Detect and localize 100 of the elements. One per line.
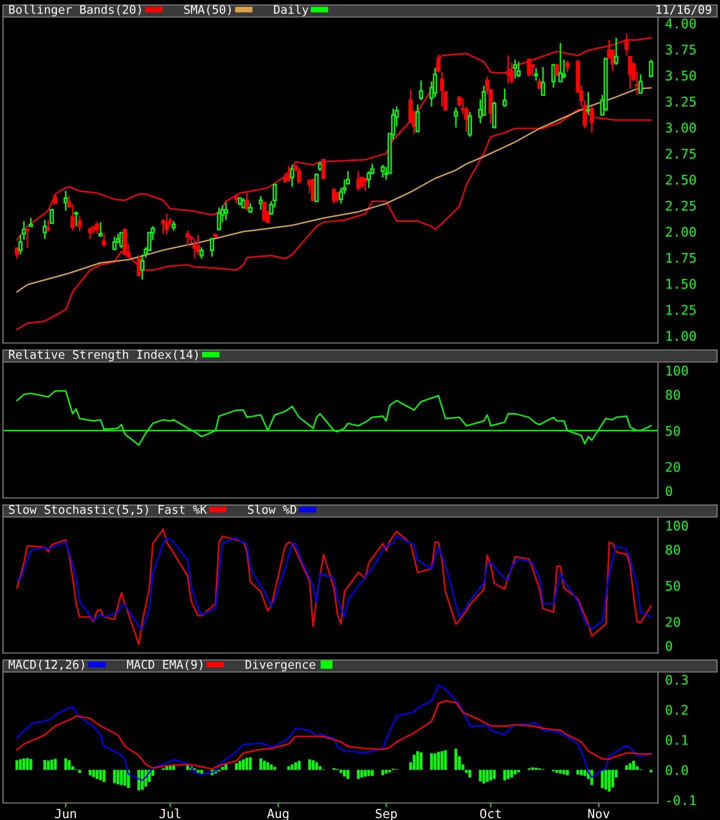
y-tick-label: 50 <box>666 426 680 436</box>
candlestick <box>436 54 441 72</box>
bar <box>68 760 71 770</box>
candlestick <box>628 56 632 90</box>
bar <box>235 763 238 770</box>
y-tick-label: 2.25 <box>666 200 696 211</box>
candlestick <box>380 164 385 178</box>
bar <box>412 754 416 770</box>
bar <box>583 770 586 776</box>
candlestick <box>332 187 336 204</box>
candlestick <box>534 67 538 82</box>
bar <box>308 759 311 770</box>
y-tick-label: 3.50 <box>666 70 696 81</box>
candlestick <box>551 63 556 89</box>
candlestick <box>468 111 472 138</box>
candlestick <box>648 59 654 78</box>
bar <box>113 770 116 784</box>
bar <box>381 770 384 776</box>
y-tick-label: 1.00 <box>666 330 696 341</box>
y-tick-label: 0.0 <box>666 765 688 776</box>
bar <box>64 758 68 770</box>
bar <box>221 766 224 770</box>
candlestick <box>78 215 82 232</box>
bar <box>96 770 98 779</box>
y-tick-label: 0.1 <box>666 735 688 745</box>
candlestick <box>136 254 141 276</box>
bar <box>29 759 32 770</box>
candlestick <box>363 178 368 192</box>
y-tick-label: 80 <box>666 544 680 555</box>
bar <box>434 753 436 770</box>
bar <box>238 760 242 770</box>
legend-label: MACD(12,26) <box>8 660 84 670</box>
legend-label: SMA(50) <box>184 4 231 16</box>
bar <box>367 770 370 776</box>
candlestick <box>610 50 615 72</box>
bar <box>416 751 419 770</box>
candlestick <box>140 254 144 280</box>
bar <box>318 766 322 770</box>
y-tick-label: 0 <box>666 486 672 496</box>
candlestick <box>216 206 222 232</box>
candlestick <box>290 164 294 188</box>
legend-label: Slow %D <box>248 504 296 514</box>
bar <box>16 760 18 770</box>
candlestick <box>297 167 302 184</box>
candlestick <box>540 66 546 96</box>
bar <box>26 758 29 770</box>
y-tick-label: 0 <box>666 641 672 652</box>
candlestick <box>258 195 263 210</box>
chart-title: Slow Stochastic(5,5) <box>9 504 148 516</box>
candlestick <box>554 64 560 78</box>
candlestick <box>102 232 106 247</box>
bar <box>116 770 120 784</box>
candlestick <box>416 104 420 132</box>
bar <box>356 770 360 779</box>
candlestick <box>440 72 444 108</box>
candlestick <box>42 219 47 240</box>
candlestick <box>614 37 618 66</box>
bar <box>486 770 489 782</box>
bar <box>124 770 126 786</box>
bar <box>140 770 144 790</box>
candlestick <box>565 60 570 73</box>
y-tick-label: 0.2 <box>666 704 688 715</box>
candlestick <box>558 42 563 82</box>
bar <box>259 758 262 770</box>
candlestick <box>516 61 521 78</box>
y-tick-label: 100 <box>666 366 688 376</box>
bar <box>531 767 534 770</box>
y-tick-label: 3.00 <box>666 122 696 133</box>
y-tick-label: 2.50 <box>666 174 696 185</box>
bar <box>370 770 374 776</box>
line-series <box>16 684 652 782</box>
candlestick <box>454 106 458 128</box>
candlestick <box>530 63 535 78</box>
x-tick-label: Jul <box>160 808 180 818</box>
bar <box>290 764 294 770</box>
line-series <box>16 536 652 630</box>
bar <box>566 770 569 776</box>
candlestick <box>88 226 92 240</box>
legend-label: MACD EMA(9) <box>127 660 202 670</box>
legend-label: Fast %K <box>158 505 207 514</box>
y-tick-label: -0.1 <box>667 795 696 806</box>
candlestick <box>196 234 200 256</box>
text: 11/16/09 <box>656 5 712 15</box>
candlestick <box>418 80 424 102</box>
candlestick <box>94 221 100 234</box>
y-tick-label: 1.75 <box>666 253 696 263</box>
bar <box>92 770 95 778</box>
bar <box>437 752 440 770</box>
bar <box>242 759 245 770</box>
line-series <box>16 700 652 770</box>
y-tick-label: 3.25 <box>666 96 696 107</box>
bar <box>50 760 54 770</box>
candlestick <box>50 208 54 224</box>
bar <box>270 764 273 770</box>
bar <box>632 760 636 770</box>
bar <box>46 760 50 770</box>
candlestick <box>64 190 68 212</box>
y-tick-label: 2.75 <box>666 148 696 159</box>
line-series <box>16 87 652 293</box>
candlestick <box>286 165 291 182</box>
